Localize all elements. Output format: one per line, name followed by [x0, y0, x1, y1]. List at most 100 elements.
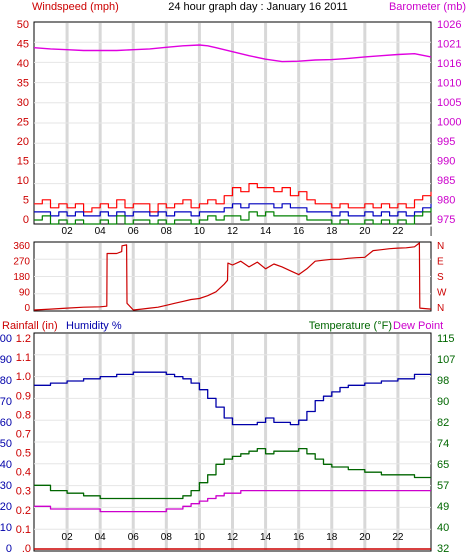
humidity-tick-label: 20	[0, 501, 12, 513]
windspeed-tick-label: 35	[17, 78, 29, 90]
wind-barometer-panel: 24 hour graph day : January 16 2011 Wind…	[17, 1, 466, 237]
humidity-tick-label: 90	[0, 354, 12, 366]
x-tick-label: 12	[227, 532, 239, 543]
rainfall-tick-label: 0.8	[16, 409, 31, 421]
barometer-line	[33, 44, 432, 63]
compass-tick-label: S	[437, 272, 444, 283]
x-tick-label: 02	[62, 532, 74, 543]
rainfall-tick-label: 1.1	[16, 352, 31, 364]
chart-title: 24 hour graph day : January 16 2011	[168, 1, 348, 13]
temperature-tick-label: 49	[437, 501, 449, 513]
temperature-line	[34, 447, 431, 500]
barometer-tick-label: 1010	[437, 78, 461, 90]
temperature-tick-label: 32	[437, 543, 449, 555]
wind_low-line	[34, 207, 432, 225]
barometer-axis-label: Barometer (mb)	[389, 1, 466, 13]
dewpoint-axis-label: Dew Point	[393, 320, 443, 332]
windspeed-tick-label: 45	[17, 39, 29, 51]
barometer-tick-label: 995	[437, 136, 455, 148]
direction-tick-label: 0	[24, 303, 30, 314]
windspeed-tick-label: 0	[23, 214, 29, 226]
humidity-line	[34, 371, 431, 426]
direction-tick-label: 270	[13, 257, 30, 268]
humidity-tick-label: 100	[0, 333, 12, 345]
x-tick-label: 20	[359, 226, 371, 237]
direction-tick-label: 360	[13, 241, 30, 252]
x-tick-label: 08	[161, 532, 173, 543]
x-tick-label: 10	[194, 226, 206, 237]
barometer-tick-label: 985	[437, 175, 455, 187]
humidity-axis-label: Humidity %	[66, 320, 122, 332]
windspeed-tick-label: 5	[23, 195, 29, 207]
wind_gust-line	[34, 183, 432, 213]
barometer-tick-label: 1021	[437, 39, 461, 51]
rainfall-tick-label: 0.7	[16, 428, 31, 440]
windspeed-tick-label: 40	[17, 58, 29, 70]
x-tick-label: 10	[194, 532, 206, 543]
barometer-tick-label: 990	[437, 156, 455, 168]
temperature-tick-label: 98	[437, 375, 449, 387]
rainfall-tick-label: 1.2	[16, 333, 31, 345]
windspeed-tick-label: 20	[17, 136, 29, 148]
x-tick-label: 18	[326, 532, 338, 543]
humidity-tick-label: 30	[0, 480, 12, 492]
barometer-tick-label: 1026	[437, 19, 461, 31]
rainfall-tick-label: .0	[22, 543, 31, 555]
windspeed-axis-label: Windspeed (mph)	[32, 1, 119, 13]
barometer-tick-label: 1005	[437, 97, 461, 109]
compass-tick-label: W	[437, 288, 447, 299]
temperature-tick-label: 74	[437, 438, 449, 450]
x-tick-label: |	[430, 532, 433, 543]
x-tick-label: 14	[260, 532, 272, 543]
barometer-tick-label: 1000	[437, 117, 461, 129]
windspeed-tick-label: 15	[17, 156, 29, 168]
temperature-tick-label: 115	[437, 333, 455, 345]
rainfall-tick-label: 0.3	[16, 486, 31, 498]
barometer-tick-label: 1016	[437, 58, 461, 70]
humidity-tick-label: 60	[0, 417, 12, 429]
windspeed-tick-label: 50	[17, 19, 29, 31]
temperature-tick-label: 82	[437, 417, 449, 429]
temperature-tick-label: 40	[437, 522, 449, 534]
humidity-tick-label: 50	[0, 438, 12, 450]
rainfall-tick-label: 0.4	[16, 467, 31, 479]
wind_direction-line	[33, 242, 432, 311]
windspeed-tick-label: 25	[17, 117, 29, 129]
x-tick-label: 16	[293, 532, 305, 543]
temperature-tick-label: 107	[437, 354, 455, 366]
rainfall-tick-label: 0.2	[16, 505, 31, 517]
rainfall-tick-label: 0.5	[16, 448, 31, 460]
humidity-tick-label: 80	[0, 375, 12, 387]
direction-tick-label: 90	[19, 288, 31, 299]
temperature-tick-label: 90	[437, 396, 449, 408]
rainfall-tick-label: 0.9	[16, 390, 31, 402]
windspeed-tick-label: 10	[17, 175, 29, 187]
x-tick-label: 08	[161, 226, 173, 237]
x-tick-label: 14	[260, 226, 272, 237]
direction-tick-label: 180	[13, 272, 30, 283]
humidity-temperature-panel: Rainfall (in) Humidity % Temperature (°F…	[0, 320, 455, 555]
temperature-tick-label: 65	[437, 459, 449, 471]
temperature-axis-label: Temperature (°F)	[309, 320, 392, 332]
barometer-tick-label: 975	[437, 214, 455, 226]
humidity-tick-label: 70	[0, 396, 12, 408]
wind_avg-line	[34, 203, 432, 217]
rainfall-axis-label: Rainfall (in)	[2, 320, 58, 332]
x-tick-label: 02	[62, 226, 74, 237]
x-tick-label: 12	[227, 226, 239, 237]
x-tick-label: 16	[293, 226, 305, 237]
x-tick-label: 22	[392, 226, 404, 237]
compass-tick-label: N	[437, 303, 444, 314]
compass-tick-label: E	[437, 257, 444, 268]
x-tick-label: |	[430, 226, 433, 237]
x-tick-label: 04	[95, 226, 107, 237]
x-tick-label: 18	[326, 226, 338, 237]
rainfall-tick-label: 0.1	[16, 524, 31, 536]
compass-tick-label: N	[437, 241, 444, 252]
x-tick-label: 06	[128, 226, 140, 237]
dew_point-line	[34, 489, 431, 513]
humidity-tick-label: 40	[0, 459, 12, 471]
x-tick-label: 20	[359, 532, 371, 543]
x-tick-label: 04	[95, 532, 107, 543]
